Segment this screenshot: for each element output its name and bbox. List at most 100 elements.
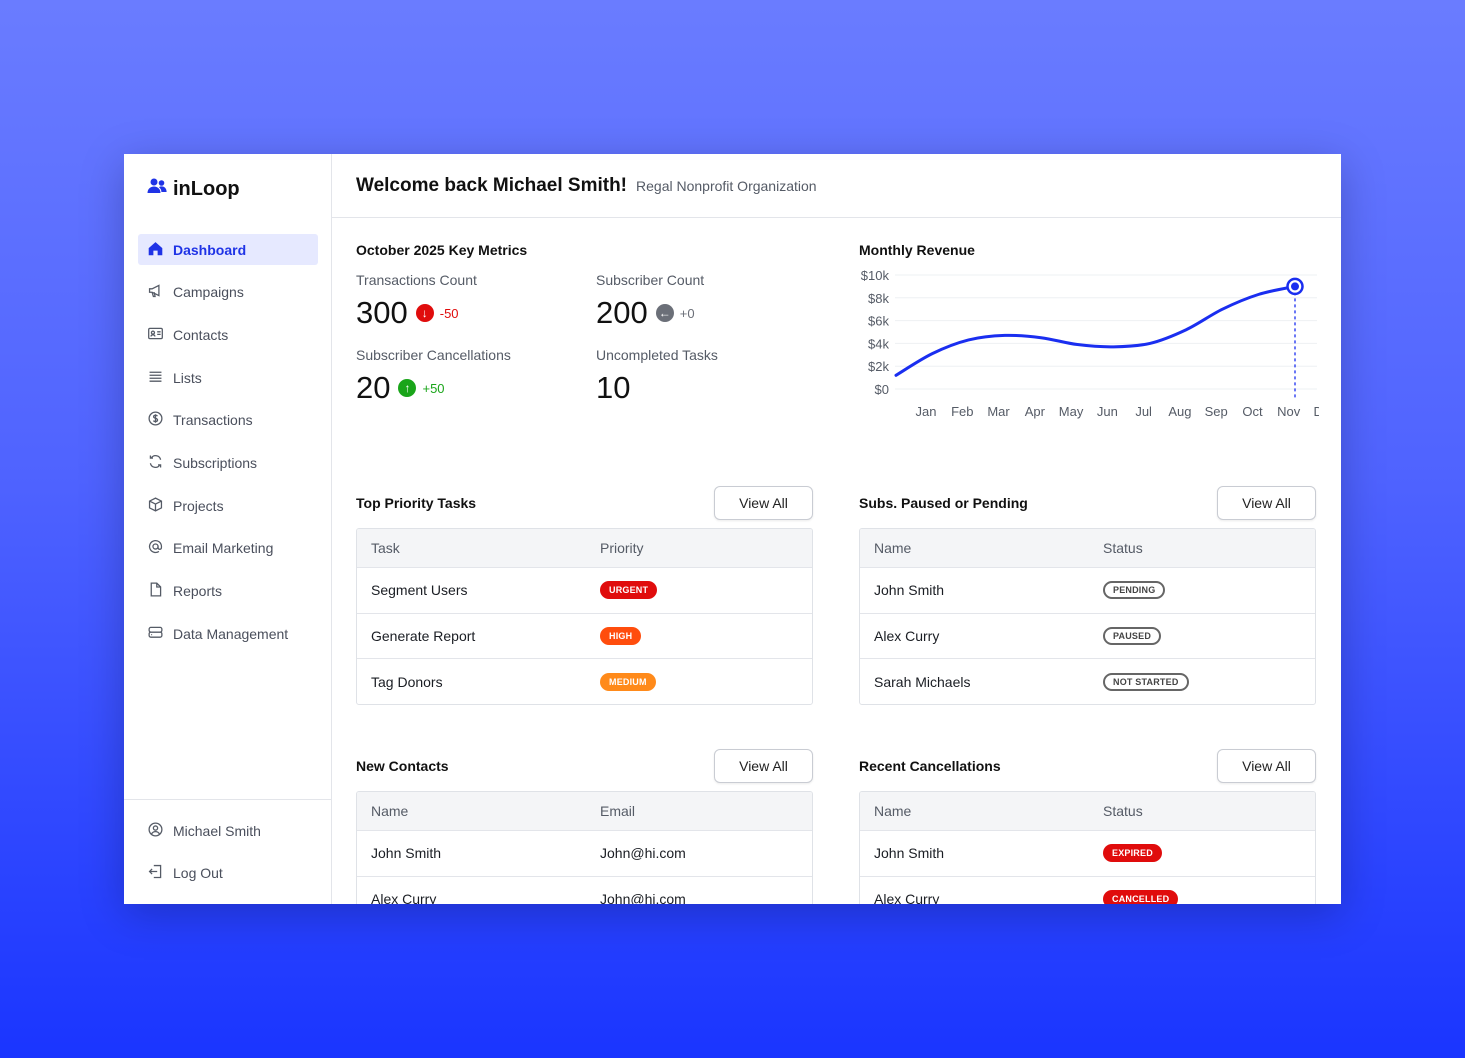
metric-delta-value: -50	[439, 305, 459, 321]
view-all-cancellations-button[interactable]: View All	[1217, 749, 1316, 783]
sidebar-account: Michael Smith Log Out	[138, 815, 318, 900]
chart-title: Monthly Revenue	[859, 242, 975, 258]
metric-value: 200	[596, 295, 648, 330]
x-tick-label: Feb	[951, 404, 973, 419]
arrow-down-icon: ↓	[415, 304, 434, 322]
priority-badge: MEDIUM	[600, 672, 656, 691]
status-badge: NOT STARTED	[1103, 672, 1189, 691]
sidebar-item-data-management[interactable]: Data Management	[138, 618, 318, 649]
table-row[interactable]: Segment Users URGENT	[357, 567, 812, 613]
x-tick-label: Oct	[1242, 404, 1263, 419]
table-row[interactable]: Alex Curry CANCELLED	[860, 875, 1315, 904]
task-name: Generate Report	[371, 628, 476, 645]
sidebar-item-label: Data Management	[173, 625, 289, 642]
table-row[interactable]: John Smith EXPIRED	[860, 830, 1315, 876]
document-icon	[147, 581, 164, 601]
tasks-table: Task Priority Segment Users URGENT Gener…	[356, 528, 813, 706]
x-tick-label: Nov	[1277, 404, 1301, 419]
priority-badge: HIGH	[600, 627, 642, 646]
sidebar-item-projects[interactable]: Projects	[138, 490, 318, 521]
table-row[interactable]: Generate Report HIGH	[357, 612, 812, 659]
app-window: inLoop Dashboard Campaigns Contacts List…	[124, 154, 1341, 904]
y-tick-label: $8k	[868, 291, 889, 306]
table-row[interactable]: Alex Curry John@hi.com	[357, 875, 812, 904]
contact-card-icon	[147, 325, 164, 345]
metric-value: 20	[356, 370, 391, 405]
view-all-tasks-button[interactable]: View All	[714, 486, 813, 520]
column-header: Name	[874, 803, 912, 819]
sidebar-item-contacts[interactable]: Contacts	[138, 319, 318, 350]
metric-cancellations: Subscriber Cancellations 20 ↑ +50	[356, 347, 576, 406]
x-tick-label: Apr	[1025, 404, 1046, 419]
subscriber-name: Sarah Michaels	[874, 673, 971, 690]
sidebar-item-label: Email Marketing	[173, 540, 274, 557]
column-header: Status	[1103, 540, 1143, 556]
metric-label: Subscriber Cancellations	[356, 347, 511, 363]
database-icon	[147, 624, 164, 644]
sidebar-item-email-marketing[interactable]: Email Marketing	[138, 533, 318, 564]
metric-delta-value: +50	[422, 380, 445, 396]
metric-transactions: Transactions Count 300 ↓ -50	[356, 272, 576, 331]
priority-tasks-panel: Top Priority Tasks View All Task Priorit…	[356, 486, 813, 706]
y-tick-label: $0	[875, 382, 889, 397]
contact-name: Alex Curry	[371, 891, 437, 904]
subscriber-name: John Smith	[874, 845, 945, 862]
sidebar-item-dashboard[interactable]: Dashboard	[138, 234, 318, 265]
user-circle-icon	[147, 821, 164, 841]
x-tick-label: Mar	[987, 404, 1010, 419]
metric-delta: ← +0	[655, 304, 695, 322]
app-name: inLoop	[173, 177, 240, 200]
table-row[interactable]: Tag Donors MEDIUM	[357, 658, 812, 704]
sidebar-item-reports[interactable]: Reports	[138, 576, 318, 607]
sidebar-item-label: Subscriptions	[173, 454, 258, 471]
metric-subscribers: Subscriber Count 200 ← +0	[596, 272, 816, 331]
metric-label: Subscriber Count	[596, 272, 705, 288]
contacts-table: Name Email John Smith John@hi.com Alex C…	[356, 791, 813, 904]
sidebar-item-label: Log Out	[173, 865, 223, 882]
metric-delta: ↑ +50	[398, 379, 445, 397]
refresh-icon	[147, 453, 164, 473]
app-logo[interactable]: inLoop	[147, 176, 240, 202]
table-row[interactable]: Sarah Michaels NOT STARTED	[860, 658, 1315, 704]
column-header: Status	[1103, 803, 1143, 819]
sidebar-item-label: Michael Smith	[173, 822, 261, 839]
sidebar-item-campaigns[interactable]: Campaigns	[138, 277, 318, 308]
sidebar-item-label: Dashboard	[173, 241, 247, 258]
dollar-circle-icon	[147, 410, 164, 430]
view-all-subs-button[interactable]: View All	[1217, 486, 1316, 520]
table-row[interactable]: John Smith PENDING	[860, 567, 1315, 613]
x-tick-label: Jul	[1135, 404, 1152, 419]
revenue-line-chart[interactable]: $0 $2k $4k $6k $8k $10k Jan Feb Mar Apr May Jun Jul A…	[859, 262, 1319, 442]
organization-name: Regal Nonprofit Organization	[636, 177, 817, 194]
sidebar-divider	[124, 799, 332, 800]
sidebar-item-transactions[interactable]: Transactions	[138, 405, 318, 436]
status-badge: CANCELLED	[1103, 890, 1179, 904]
x-tick-label: Jun	[1097, 404, 1118, 419]
recent-cancellations-panel: Recent Cancellations View All Name Statu…	[859, 749, 1316, 904]
sidebar-item-lists[interactable]: Lists	[138, 362, 318, 393]
key-metrics: October 2025 Key Metrics Transactions Co…	[356, 242, 796, 405]
x-tick-label: Jan	[916, 404, 937, 419]
sidebar-item-subscriptions[interactable]: Subscriptions	[138, 447, 318, 478]
home-icon	[147, 240, 164, 260]
view-all-contacts-button[interactable]: View All	[714, 749, 813, 783]
contact-email: John@hi.com	[600, 891, 686, 904]
sidebar-item-logout[interactable]: Log Out	[138, 858, 318, 889]
subscriber-name: John Smith	[874, 582, 945, 599]
status-badge: PAUSED	[1103, 627, 1162, 646]
metric-value: 10	[596, 370, 631, 405]
metric-label: Transactions Count	[356, 272, 477, 288]
table-row[interactable]: Alex Curry PAUSED	[860, 612, 1315, 659]
y-tick-label: $6k	[868, 314, 889, 329]
page-header: Welcome back Michael Smith! Regal Nonpro…	[332, 154, 1341, 218]
list-icon	[147, 368, 164, 388]
metric-value: 300	[356, 295, 408, 330]
at-icon	[147, 538, 164, 558]
cube-icon	[147, 496, 164, 516]
sidebar-item-profile[interactable]: Michael Smith	[138, 815, 318, 846]
monthly-revenue-chart: Monthly Revenue $0 $2k $4k $6k $8k $10k Jan Feb…	[859, 242, 1319, 442]
sidebar-item-label: Reports	[173, 583, 223, 599]
x-tick-label: Sep	[1205, 404, 1228, 419]
table-row[interactable]: John Smith John@hi.com	[357, 830, 812, 876]
highlight-point	[1291, 282, 1299, 291]
